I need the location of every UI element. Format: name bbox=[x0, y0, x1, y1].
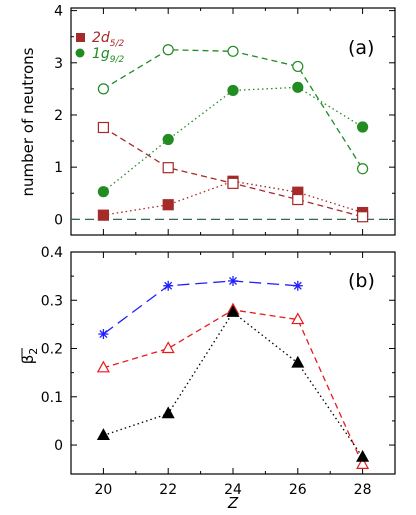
data-point-s1-1 bbox=[161, 341, 175, 354]
data-point-s1-3 bbox=[291, 312, 305, 325]
data-point-s3-4 bbox=[357, 163, 369, 175]
data-point-s0-0 bbox=[98, 329, 109, 340]
legend-label-1g92: 1g9/2 bbox=[92, 46, 125, 65]
data-point-s1-0 bbox=[96, 360, 110, 373]
data-point-s3-2 bbox=[227, 45, 239, 57]
data-point-s0-0 bbox=[97, 209, 110, 221]
series-line-2 bbox=[103, 311, 364, 458]
data-point-s3-1 bbox=[162, 44, 174, 56]
legend-marker-1g92 bbox=[75, 48, 85, 58]
series-line-2 bbox=[102, 86, 363, 193]
data-point-s2-3 bbox=[291, 355, 305, 368]
data-point-s0-1 bbox=[162, 199, 174, 211]
x-tick-label: 26 bbox=[289, 482, 307, 498]
y-tick-label: 0 bbox=[54, 212, 63, 228]
data-point-s2-4 bbox=[356, 449, 370, 462]
data-point-s3-3 bbox=[292, 60, 304, 73]
x-tick-label: 28 bbox=[354, 482, 372, 498]
x-tick-label: 20 bbox=[94, 482, 112, 498]
data-point-s1-4 bbox=[356, 457, 370, 469]
legend: 2d5/2 1g9/2 bbox=[75, 30, 125, 65]
data-point-s2-2 bbox=[226, 305, 240, 317]
legend-marker-2d52 bbox=[76, 33, 85, 42]
panel-b-plot: 20 22 24 26 28 0 0.1 0.2 0.3 0.4 bbox=[41, 245, 395, 498]
x-tick-label: 24 bbox=[224, 482, 242, 498]
data-point-s2-1 bbox=[162, 133, 174, 146]
data-point-s1-2 bbox=[227, 177, 239, 189]
y-tick-label: 2 bbox=[54, 108, 63, 124]
data-point-s0-3 bbox=[292, 280, 303, 291]
data-point-s2-0 bbox=[97, 186, 110, 198]
data-point-s1-0 bbox=[97, 121, 110, 134]
data-point-s0-1 bbox=[163, 280, 174, 291]
data-point-s0-2 bbox=[228, 275, 238, 286]
series-line-1 bbox=[103, 309, 364, 465]
panel-a-tag: (a) bbox=[348, 37, 374, 59]
y-tick-label: 0.3 bbox=[41, 293, 63, 309]
data-point-s1-4 bbox=[357, 211, 369, 223]
series-line-1 bbox=[103, 126, 363, 218]
y-tick-label: 0.1 bbox=[41, 390, 63, 406]
x-axis-label: Z bbox=[227, 494, 239, 512]
data-point-s1-1 bbox=[162, 162, 174, 174]
panel-a-plot: 0 1 2 3 4 bbox=[54, 4, 395, 235]
y-tick-label: 4 bbox=[54, 4, 63, 20]
panel-a-ylabel: number of neutrons bbox=[19, 47, 37, 196]
x-tick-label: 22 bbox=[159, 482, 177, 498]
data-point-s3-0 bbox=[97, 83, 110, 95]
y-tick-label: 0 bbox=[54, 438, 63, 454]
data-point-s2-1 bbox=[161, 406, 175, 419]
legend-label-2d52: 2d5/2 bbox=[92, 30, 125, 49]
y-tick-label: 0.2 bbox=[41, 342, 63, 358]
data-point-s2-3 bbox=[292, 81, 304, 93]
panel-b-tag: (b) bbox=[348, 270, 375, 292]
panel-b-ylabel: β2 bbox=[19, 348, 40, 365]
data-point-s2-2 bbox=[227, 84, 239, 97]
series-line-0 bbox=[103, 280, 298, 335]
data-point-s2-4 bbox=[357, 121, 369, 133]
y-tick-label: 1 bbox=[54, 160, 63, 176]
y-tick-label: 0.4 bbox=[41, 245, 63, 261]
data-point-s2-0 bbox=[96, 428, 110, 440]
data-point-s1-3 bbox=[292, 193, 304, 206]
y-tick-label: 3 bbox=[54, 56, 63, 72]
